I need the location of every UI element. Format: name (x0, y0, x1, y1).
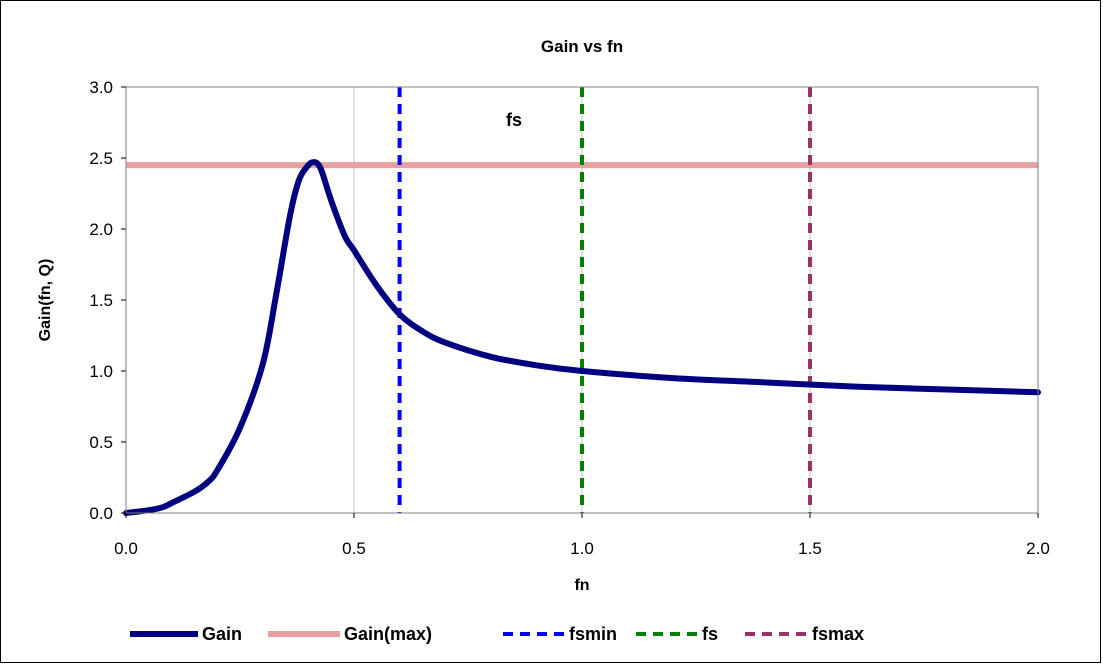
x-tick-label: 0.0 (114, 539, 138, 558)
legend-label: fs (702, 624, 718, 644)
y-tick-label: 0.5 (89, 433, 113, 452)
y-tick-label: 2.5 (89, 149, 113, 168)
series-gain-line (123, 159, 1041, 516)
y-tick-label: 3.0 (89, 78, 113, 97)
x-tick-label: 2.0 (1026, 539, 1050, 558)
x-axis-label: fn (574, 577, 589, 594)
chart-title: Gain vs fn (541, 37, 623, 56)
y-tick-label: 0.0 (89, 504, 113, 523)
y-tick-label: 1.5 (89, 291, 113, 310)
x-axis-ticks: 0.0 0.5 1.0 1.5 2.0 (114, 513, 1050, 558)
y-tick-label: 2.0 (89, 220, 113, 239)
y-axis-ticks: 0.0 0.5 1.0 1.5 2.0 2.5 3.0 (89, 78, 126, 523)
legend-label: Gain(max) (344, 624, 432, 644)
legend-label: Gain (202, 624, 242, 644)
series-layer (123, 87, 1041, 516)
x-tick-label: 0.5 (342, 539, 366, 558)
x-tick-label: 1.0 (570, 539, 594, 558)
chart-annotation: fs (506, 110, 522, 130)
x-tick-label: 1.5 (798, 539, 822, 558)
legend-label: fsmin (569, 624, 617, 644)
y-tick-label: 1.0 (89, 362, 113, 381)
y-axis-label: Gain(fn, Q) (37, 259, 54, 342)
legend-label: fsmax (812, 624, 864, 644)
legend: Gain Gain(max) fsmin fs fsmax (130, 624, 864, 644)
